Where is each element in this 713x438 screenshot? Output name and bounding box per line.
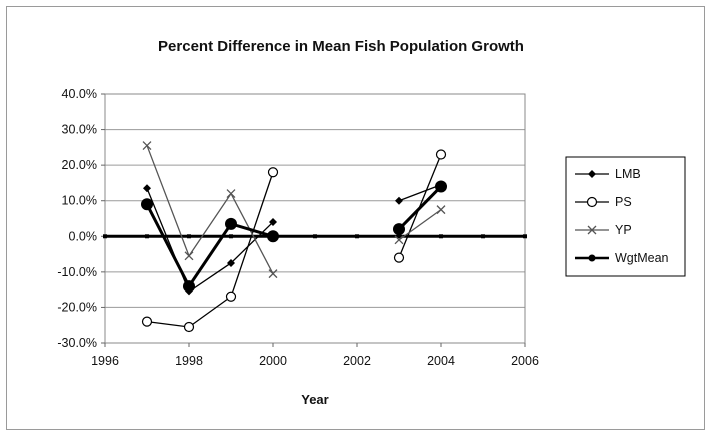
x-tick-label: 2000: [259, 354, 287, 368]
lmb-line: [398, 184, 442, 202]
lmb-line: [146, 188, 274, 293]
wgtmean-line: [145, 203, 274, 290]
lmb-point: [588, 170, 596, 178]
legend-item-lmb: LMB: [575, 167, 641, 181]
y-tick-label: 20.0%: [62, 158, 97, 172]
ps-point: [586, 196, 598, 208]
ps-point: [267, 167, 279, 178]
legend-label-wgtmean: WgtMean: [615, 251, 669, 265]
x-tick-label: 1996: [91, 354, 119, 368]
yp-point: [436, 205, 446, 215]
yp-point: [587, 225, 597, 235]
wgtmean-point: [267, 230, 279, 243]
y-tick-label: -10.0%: [57, 265, 97, 279]
wgtmean-line: [397, 185, 443, 231]
ps-series: [141, 149, 447, 333]
plot-area: [104, 93, 526, 344]
lmb-point: [269, 218, 277, 227]
ps-point: [435, 149, 447, 160]
x-axis-title: Year: [301, 392, 328, 407]
yp-series: [142, 141, 446, 279]
yp-point: [268, 269, 278, 279]
y-tick-label: 0.0%: [69, 229, 98, 243]
wgtmean-series: [141, 180, 447, 293]
y-tick-label: -20.0%: [57, 300, 97, 314]
legend-box: [565, 156, 686, 277]
zero-line-marker: [229, 234, 233, 239]
x-tick-label: 1998: [175, 354, 203, 368]
zero-line-marker: [313, 234, 317, 239]
ticks-layer: 40.0% 30.0% 20.0% 10.0% 0.0% -10.0% -20.0% -30.…: [57, 87, 539, 368]
yp-point: [226, 189, 236, 199]
yp-line: [146, 145, 274, 274]
series-layer: [141, 141, 447, 333]
zero-line-marker: [145, 234, 149, 239]
zero-line-marker: [355, 234, 359, 239]
y-tick-label: -30.0%: [57, 336, 97, 350]
wgtmean-point: [183, 280, 195, 293]
legend-label-ps: PS: [615, 195, 632, 209]
yp-point: [142, 141, 152, 151]
yp-line: [398, 209, 442, 241]
grid-layer: [105, 93, 525, 344]
y-tick-label: 30.0%: [62, 123, 97, 137]
zero-line-marker: [103, 234, 107, 239]
zero-line-marker: [481, 234, 485, 239]
lmb-point: [395, 196, 403, 205]
x-tick-label: 2004: [427, 354, 455, 368]
y-tick-label: 10.0%: [62, 194, 97, 208]
legend-item-ps: PS: [575, 195, 632, 209]
zero-line-marker: [523, 234, 527, 239]
wgtmean-point: [393, 223, 405, 236]
x-tick-label: 2002: [343, 354, 371, 368]
wgtmean-point: [141, 198, 153, 211]
legend: LMB PS YP WgtMean: [565, 156, 686, 277]
y-tick-label: 40.0%: [62, 87, 97, 101]
ps-point: [183, 321, 195, 333]
lmb-point: [227, 258, 235, 267]
zero-line-marker: [439, 234, 443, 239]
zero-line-marker: [187, 234, 191, 239]
legend-label-yp: YP: [615, 223, 632, 237]
wgtmean-point: [435, 180, 447, 193]
legend-label-lmb: LMB: [615, 167, 641, 181]
wgtmean-point: [225, 217, 237, 230]
x-tick-label: 2006: [511, 354, 539, 368]
ps-point: [225, 291, 237, 302]
ps-point: [141, 316, 153, 327]
wgtmean-point: [588, 254, 596, 262]
chart-title: Percent Difference in Mean Fish Populati…: [158, 38, 524, 55]
yp-point: [394, 235, 404, 245]
yp-point: [184, 251, 194, 261]
legend-item-yp: YP: [575, 223, 632, 237]
ps-point: [393, 252, 405, 263]
zero-line-marker: [397, 234, 401, 239]
legend-item-wgtmean: WgtMean: [575, 251, 669, 265]
lmb-point: [143, 184, 151, 193]
